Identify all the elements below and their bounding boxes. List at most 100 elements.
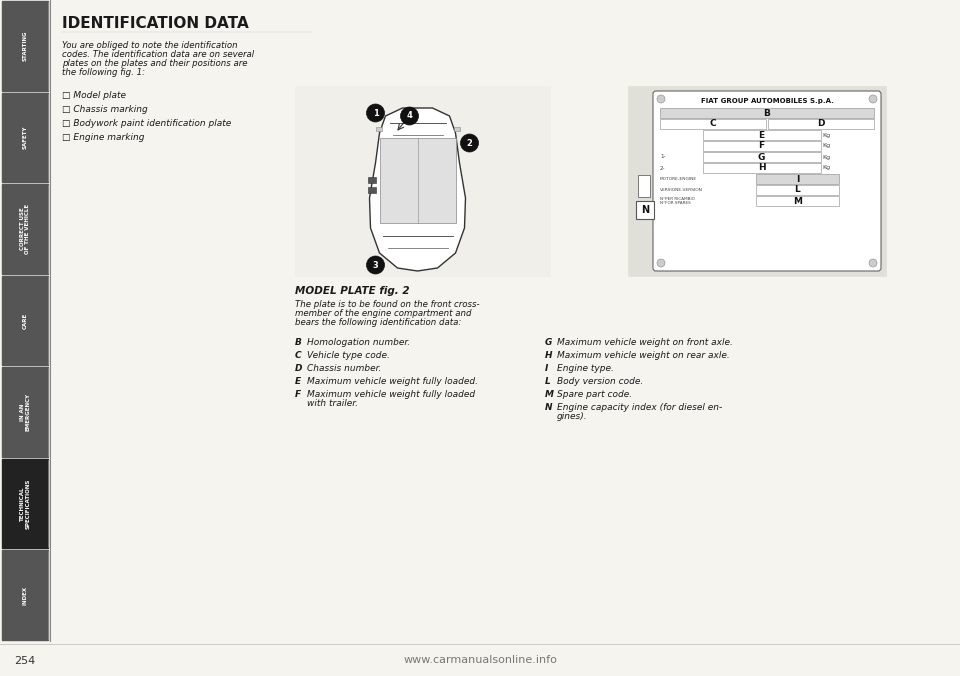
Text: L: L <box>795 185 801 195</box>
Text: STARTING: STARTING <box>22 30 28 61</box>
Bar <box>703 163 821 173</box>
Circle shape <box>400 107 419 125</box>
Text: plates on the plates and their positions are: plates on the plates and their positions… <box>62 59 248 68</box>
Text: the following fig. 1:: the following fig. 1: <box>62 68 145 77</box>
Bar <box>768 119 874 129</box>
Circle shape <box>367 256 385 274</box>
Text: gines).: gines). <box>557 412 588 421</box>
Text: MODEL PLATE fig. 2: MODEL PLATE fig. 2 <box>295 286 410 296</box>
Text: CARE: CARE <box>22 312 28 329</box>
Text: I: I <box>545 364 548 373</box>
Circle shape <box>657 95 665 103</box>
Text: www.carmanualsonline.info: www.carmanualsonline.info <box>403 655 557 665</box>
Text: G: G <box>758 153 765 162</box>
Text: Kg: Kg <box>823 166 830 170</box>
Text: □ Bodywork paint identification plate: □ Bodywork paint identification plate <box>62 119 231 128</box>
Text: H: H <box>545 351 553 360</box>
Circle shape <box>461 134 478 152</box>
Text: with trailer.: with trailer. <box>307 399 358 408</box>
Text: □ Engine marking: □ Engine marking <box>62 133 145 142</box>
Polygon shape <box>370 108 466 271</box>
Bar <box>2 276 48 365</box>
Bar <box>660 119 766 129</box>
Bar <box>2 550 48 640</box>
Bar <box>2 459 48 548</box>
Text: 3: 3 <box>372 260 378 270</box>
Text: Vehicle type code.: Vehicle type code. <box>307 351 390 360</box>
Bar <box>703 141 821 151</box>
Text: The plate is to be found on the front cross-: The plate is to be found on the front cr… <box>295 300 480 309</box>
Bar <box>638 175 650 197</box>
Bar <box>2 184 48 274</box>
Text: You are obliged to note the identification: You are obliged to note the identificati… <box>62 41 238 50</box>
Text: 254: 254 <box>14 656 36 666</box>
Bar <box>703 152 821 162</box>
Bar <box>660 108 874 118</box>
Text: INDEX: INDEX <box>22 585 28 605</box>
Circle shape <box>367 104 385 122</box>
Text: VERSIONE-VERSION: VERSIONE-VERSION <box>660 188 703 192</box>
Text: N: N <box>641 206 649 215</box>
Text: 1-: 1- <box>660 155 665 160</box>
Text: N°PER RICAMBIO: N°PER RICAMBIO <box>660 197 695 201</box>
Text: I: I <box>796 174 799 183</box>
Text: D: D <box>817 120 825 128</box>
Circle shape <box>657 259 665 267</box>
Bar <box>628 86 886 276</box>
Text: TECHNICAL
SPECIFICATIONS: TECHNICAL SPECIFICATIONS <box>19 479 31 529</box>
Text: C: C <box>709 120 716 128</box>
Text: 4: 4 <box>407 112 413 120</box>
Text: 1: 1 <box>372 109 378 118</box>
Text: FIAT GROUP AUTOMOBILES S.p.A.: FIAT GROUP AUTOMOBILES S.p.A. <box>701 98 833 104</box>
Circle shape <box>869 95 877 103</box>
Text: SAFETY: SAFETY <box>22 126 28 149</box>
Text: Spare part code.: Spare part code. <box>557 390 632 399</box>
Text: D: D <box>295 364 302 373</box>
Text: Engine capacity index (for diesel en-: Engine capacity index (for diesel en- <box>557 403 722 412</box>
Text: CORRECT USE
OF THE VEHICLE: CORRECT USE OF THE VEHICLE <box>19 204 31 254</box>
Text: Kg: Kg <box>823 155 830 160</box>
Text: 2: 2 <box>467 139 472 147</box>
Text: B: B <box>763 109 771 118</box>
Text: MOTORE-ENGINE: MOTORE-ENGINE <box>660 177 697 181</box>
Text: M: M <box>545 390 554 399</box>
Text: Maximum vehicle weight fully loaded.: Maximum vehicle weight fully loaded. <box>307 377 478 386</box>
Text: C: C <box>295 351 301 360</box>
Bar <box>375 127 381 131</box>
Text: codes. The identification data are on several: codes. The identification data are on se… <box>62 50 254 59</box>
Bar <box>2 367 48 457</box>
Bar <box>368 187 375 193</box>
Bar <box>703 130 821 140</box>
Bar <box>756 185 839 195</box>
Text: Chassis number.: Chassis number. <box>307 364 381 373</box>
Text: G: G <box>545 338 552 347</box>
Text: L: L <box>545 377 551 386</box>
Bar <box>453 127 460 131</box>
Bar <box>295 86 550 276</box>
Text: 2-: 2- <box>660 166 665 170</box>
Text: Maximum vehicle weight fully loaded: Maximum vehicle weight fully loaded <box>307 390 475 399</box>
Text: Homologation number.: Homologation number. <box>307 338 410 347</box>
Text: F: F <box>758 141 765 151</box>
Bar <box>2 93 48 182</box>
Text: Kg: Kg <box>823 143 830 149</box>
Text: IDENTIFICATION DATA: IDENTIFICATION DATA <box>62 16 249 31</box>
Text: IN AN
EMERGENCY: IN AN EMERGENCY <box>19 393 31 431</box>
Text: F: F <box>295 390 301 399</box>
Text: E: E <box>295 377 301 386</box>
Circle shape <box>869 259 877 267</box>
Text: N: N <box>545 403 553 412</box>
Bar <box>756 174 839 184</box>
Bar <box>756 196 839 206</box>
Text: Body version code.: Body version code. <box>557 377 643 386</box>
Text: Kg: Kg <box>823 132 830 137</box>
Text: Maximum vehicle weight on rear axle.: Maximum vehicle weight on rear axle. <box>557 351 730 360</box>
Text: □ Model plate: □ Model plate <box>62 91 126 100</box>
Bar <box>2 1 48 91</box>
Bar <box>379 138 455 223</box>
Bar <box>368 177 375 183</box>
Text: Maximum vehicle weight on front axle.: Maximum vehicle weight on front axle. <box>557 338 732 347</box>
Text: M: M <box>793 197 802 206</box>
Text: N°FOR SPARES: N°FOR SPARES <box>660 201 691 205</box>
FancyBboxPatch shape <box>653 91 881 271</box>
